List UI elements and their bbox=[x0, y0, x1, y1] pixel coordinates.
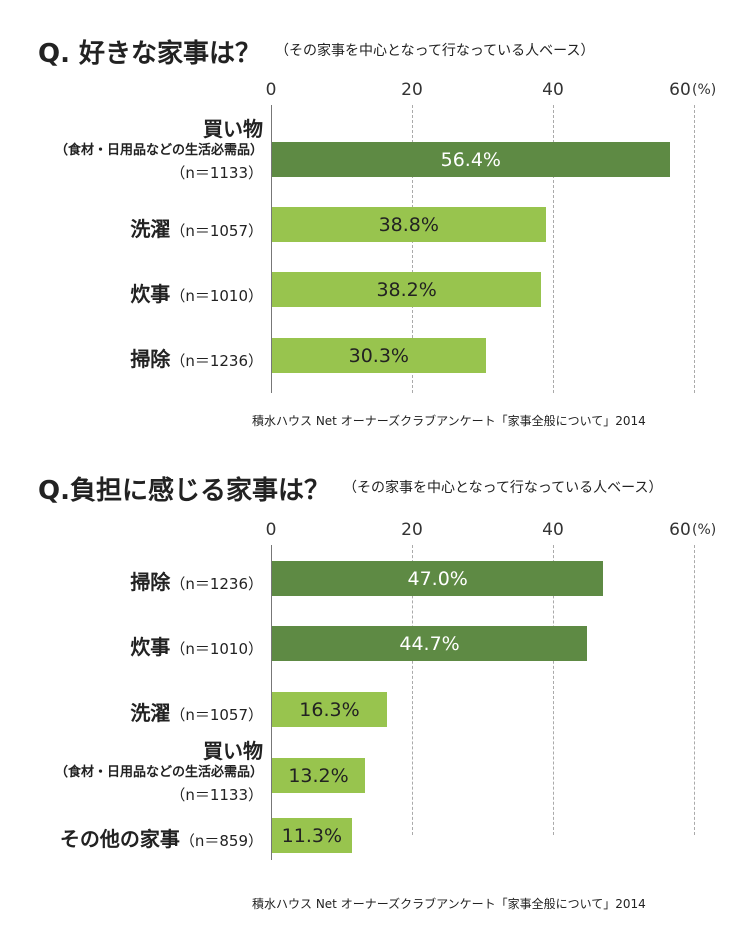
category-n: （n＝1236） bbox=[170, 575, 263, 593]
category-name: 掃除 bbox=[130, 347, 171, 371]
bar: 47.0% bbox=[272, 561, 604, 596]
bar: 11.3% bbox=[272, 818, 352, 853]
category-name: 炊事 bbox=[130, 282, 171, 306]
chart-subtitle: （その家事を中心となって行なっている人ベース） bbox=[343, 480, 663, 496]
chart-favorite-chores: Q. 好きな家事は？ （その家事を中心となって行なっている人ベース） 0 20 … bbox=[0, 0, 735, 440]
category-n: （n＝859） bbox=[179, 832, 263, 850]
chart-subtitle: （その家事を中心となって行なっている人ベース） bbox=[275, 43, 595, 59]
bar-value-label: 13.2% bbox=[288, 764, 349, 787]
gridline bbox=[553, 545, 554, 835]
category-subname: （食材・日用品などの生活必需品） bbox=[54, 765, 263, 780]
y-axis-line bbox=[271, 545, 272, 860]
category-name: 買い物 bbox=[203, 117, 263, 141]
bar: 38.2% bbox=[272, 272, 542, 307]
tick-label: 40 bbox=[542, 80, 564, 100]
category-label-shopping: 買い物 （食材・日用品などの生活必需品） （n＝1133） bbox=[55, 118, 263, 184]
tick-label: 20 bbox=[401, 80, 423, 100]
bar: 38.8% bbox=[272, 207, 546, 242]
bar: 44.7% bbox=[272, 626, 588, 661]
source-note: 積水ハウス Net オーナーズクラブアンケート「家事全般について」2014 bbox=[252, 897, 646, 911]
chart-title: Q.負担に感じる家事は？ bbox=[38, 476, 330, 506]
category-n: （n＝1133） bbox=[170, 786, 263, 804]
category-name: 買い物 bbox=[203, 739, 263, 763]
unit-label: (%) bbox=[692, 82, 717, 98]
bar-value-label: 47.0% bbox=[407, 567, 468, 590]
gridline bbox=[412, 105, 413, 393]
category-label-laundry: 洗濯（n＝1057） bbox=[130, 697, 263, 726]
category-subname: （食材・日用品などの生活必需品） bbox=[54, 143, 263, 158]
category-n: （n＝1010） bbox=[170, 287, 263, 305]
bar: 13.2% bbox=[272, 758, 366, 793]
bar-value-label: 38.2% bbox=[376, 278, 437, 301]
unit-label: (%) bbox=[692, 522, 717, 538]
bar-value-label: 30.3% bbox=[348, 344, 409, 367]
category-label-laundry: 洗濯（n＝1057） bbox=[130, 213, 263, 242]
category-label-shopping: 買い物 （食材・日用品などの生活必需品） （n＝1133） bbox=[55, 740, 263, 806]
bar-value-label: 16.3% bbox=[299, 698, 360, 721]
gridline bbox=[412, 545, 413, 835]
category-label-cooking: 炊事（n＝1010） bbox=[130, 631, 263, 660]
bar: 30.3% bbox=[272, 338, 486, 373]
tick-label: 0 bbox=[265, 520, 277, 540]
category-label-cleaning: 掃除（n＝1236） bbox=[130, 566, 263, 595]
tick-label: 0 bbox=[265, 80, 277, 100]
category-n: （n＝1133） bbox=[170, 164, 263, 182]
source-note: 積水ハウス Net オーナーズクラブアンケート「家事全般について」2014 bbox=[252, 414, 646, 428]
tick-label: 20 bbox=[401, 520, 423, 540]
bar-value-label: 38.8% bbox=[378, 213, 439, 236]
chart-title: Q. 好きな家事は？ bbox=[38, 39, 262, 69]
category-n: （n＝1236） bbox=[170, 352, 263, 370]
bar-value-label: 56.4% bbox=[440, 148, 501, 171]
category-n: （n＝1057） bbox=[170, 222, 263, 240]
category-label-cooking: 炊事（n＝1010） bbox=[130, 278, 263, 307]
y-axis-line bbox=[271, 105, 272, 393]
category-name: 洗濯 bbox=[130, 701, 171, 725]
category-n: （n＝1057） bbox=[170, 706, 263, 724]
category-name: その他の家事 bbox=[59, 827, 180, 851]
category-name: 洗濯 bbox=[130, 217, 171, 241]
category-name: 掃除 bbox=[130, 570, 171, 594]
category-n: （n＝1010） bbox=[170, 640, 263, 658]
bar: 16.3% bbox=[272, 692, 387, 727]
category-label-cleaning: 掃除（n＝1236） bbox=[130, 343, 263, 372]
tick-label: 40 bbox=[542, 520, 564, 540]
gridline bbox=[553, 105, 554, 393]
gridline bbox=[694, 105, 695, 393]
category-label-other: その他の家事（n＝859） bbox=[60, 823, 263, 852]
tick-label: 60 bbox=[669, 80, 691, 100]
bar: 56.4% bbox=[272, 142, 670, 177]
bar-value-label: 44.7% bbox=[399, 632, 460, 655]
category-name: 炊事 bbox=[130, 635, 171, 659]
gridline bbox=[694, 545, 695, 835]
bar-value-label: 11.3% bbox=[281, 824, 342, 847]
tick-label: 60 bbox=[669, 520, 691, 540]
